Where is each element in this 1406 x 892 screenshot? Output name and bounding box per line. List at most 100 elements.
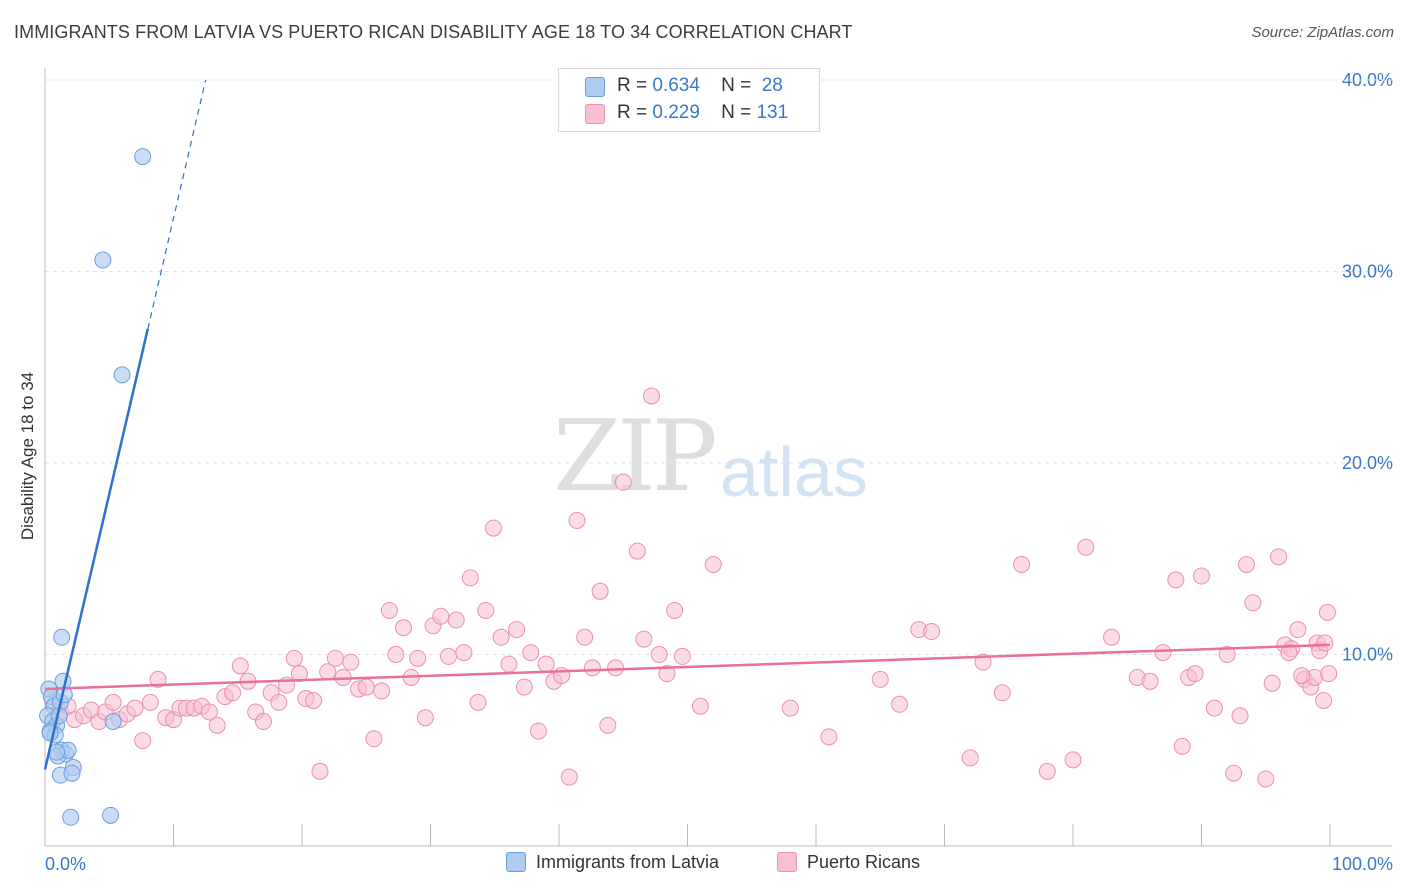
puerto-rican-point <box>432 607 450 625</box>
puerto-rican-point <box>270 693 288 711</box>
puerto-stats: R = 0.229 N = 131 <box>617 102 788 124</box>
puerto-rican-point <box>628 542 646 560</box>
latvia-point <box>113 366 131 384</box>
latvia-n-value: 28 <box>761 75 783 96</box>
puerto-rican-point <box>1237 555 1255 573</box>
puerto-rican-point <box>373 682 391 700</box>
puerto-r-label: R = <box>617 102 648 123</box>
puerto-rican-point <box>409 649 427 667</box>
correlation-legend: R = 0.634 N = 28 R = 0.229 N = 131 <box>558 68 820 132</box>
puerto-rican-point <box>522 644 540 662</box>
puerto-rican-point <box>1186 665 1204 683</box>
puerto-legend-label: Puerto Ricans <box>807 852 921 872</box>
puerto-rican-point <box>923 623 941 641</box>
puerto-rican-point <box>781 699 799 717</box>
puerto-rican-point <box>568 511 586 529</box>
puerto-rican-point <box>439 647 457 665</box>
puerto-rican-trend-line <box>44 643 1331 691</box>
puerto-n-value: 131 <box>756 102 789 123</box>
puerto-rican-point <box>447 611 465 629</box>
puerto-rican-point <box>1316 634 1334 652</box>
latvia-legend-swatch <box>506 852 526 872</box>
puerto-rican-point <box>1244 594 1262 612</box>
puerto-rican-point <box>508 621 526 639</box>
puerto-rican-point <box>1315 691 1333 709</box>
puerto-rican-point <box>537 655 555 673</box>
puerto-rican-point <box>311 762 329 780</box>
latvia-legend-label: Immigrants from Latvia <box>536 852 720 872</box>
puerto-rican-point <box>583 659 601 677</box>
puerto-rican-point <box>1225 764 1243 782</box>
puerto-rican-point <box>1280 644 1298 662</box>
watermark-atlas: atlas <box>720 433 868 511</box>
puerto-r-value: 0.229 <box>652 102 700 123</box>
puerto-rican-point <box>614 473 632 491</box>
puerto-rican-point <box>1270 548 1288 566</box>
puerto-rican-point <box>492 628 510 646</box>
source-label: Source: ZipAtlas.com <box>1251 24 1394 41</box>
puerto-rican-point <box>607 659 625 677</box>
latvia-point <box>104 713 122 731</box>
puerto-rican-point <box>820 728 838 746</box>
puerto-n-label: N = <box>721 102 752 123</box>
puerto-rican-point <box>515 678 533 696</box>
puerto-rican-point <box>1318 603 1336 621</box>
y-tick-label: 20.0% <box>1342 453 1393 473</box>
puerto-rican-point <box>231 657 249 675</box>
puerto-rican-point <box>691 697 709 715</box>
puerto-rican-point <box>1013 555 1031 573</box>
puerto-rican-point <box>673 647 691 665</box>
latvia-point <box>63 764 81 782</box>
puerto-rican-point <box>305 691 323 709</box>
puerto-rican-point <box>576 628 594 646</box>
puerto-rican-point <box>208 716 226 734</box>
puerto-rican-point <box>993 684 1011 702</box>
puerto-rican-point <box>1193 567 1210 585</box>
puerto-rican-point <box>455 644 473 662</box>
puerto-rican-point <box>1103 628 1121 646</box>
puerto-rican-point <box>1205 699 1223 717</box>
bottom-legend-puerto: Puerto Ricans <box>777 852 920 873</box>
puerto-rican-point <box>666 601 684 619</box>
puerto-rican-point <box>591 582 609 600</box>
puerto-rican-point <box>1141 672 1159 690</box>
puerto-rican-point <box>1289 621 1307 639</box>
latvia-stats: R = 0.634 N = 28 <box>617 75 783 97</box>
latvia-point <box>62 808 80 826</box>
latvia-r-label: R = <box>617 75 648 96</box>
puerto-rican-point <box>477 601 495 619</box>
puerto-rican-point <box>1263 674 1281 692</box>
puerto-rican-point <box>149 670 167 688</box>
puerto-rican-point <box>395 619 413 637</box>
puerto-rican-point <box>1173 737 1191 755</box>
latvia-r-value: 0.634 <box>652 75 700 96</box>
puerto-rican-point <box>1218 646 1236 663</box>
latvia-swatch <box>585 77 605 97</box>
puerto-rican-point <box>461 569 479 587</box>
puerto-rican-point <box>416 709 434 727</box>
bottom-legend-latvia: Immigrants from Latvia <box>506 852 719 873</box>
puerto-rican-point <box>380 601 398 619</box>
y-tick-label: 30.0% <box>1342 262 1393 282</box>
puerto-rican-point <box>141 693 159 711</box>
latvia-trend-line <box>43 328 150 770</box>
puerto-rican-point <box>326 649 344 667</box>
puerto-rican-point <box>1257 770 1275 788</box>
puerto-rican-point <box>650 646 668 663</box>
puerto-rican-point <box>643 387 661 405</box>
latvia-point <box>102 806 120 824</box>
puerto-swatch <box>585 104 605 124</box>
puerto-rican-point <box>635 630 653 648</box>
puerto-rican-point <box>1167 571 1185 589</box>
puerto-rican-point <box>500 655 518 673</box>
puerto-rican-point <box>1154 644 1172 662</box>
puerto-rican-point <box>599 716 617 734</box>
puerto-rican-point <box>387 646 405 663</box>
puerto-rican-point <box>891 695 909 713</box>
puerto-rican-point <box>1293 667 1311 685</box>
puerto-rican-point <box>285 649 303 667</box>
y-tick-label: 10.0% <box>1342 645 1393 665</box>
latvia-n-label: N = <box>721 75 752 96</box>
puerto-rican-point <box>224 684 242 702</box>
